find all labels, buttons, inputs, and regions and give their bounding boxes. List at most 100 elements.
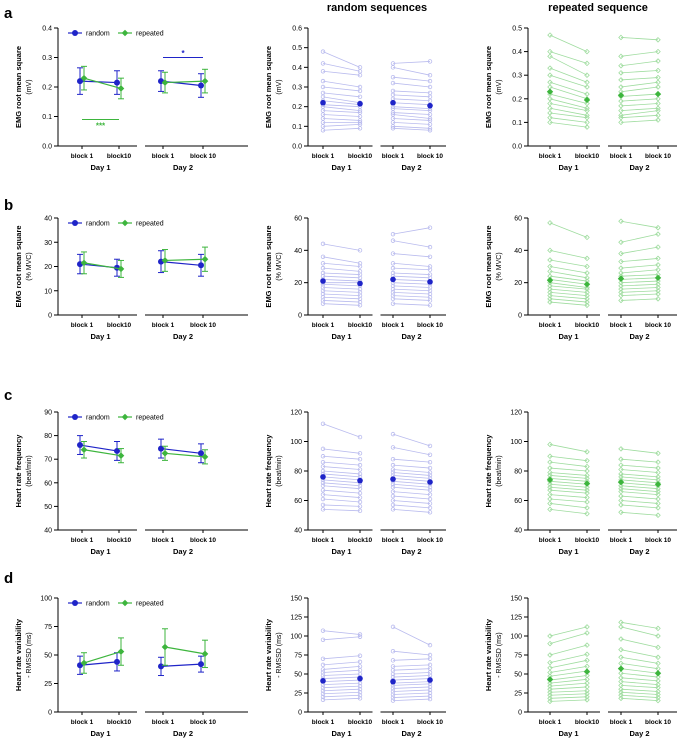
row-d-random-subject-4-line-1 xyxy=(392,668,431,671)
row-d-summary-legend-random-label: random xyxy=(86,601,110,608)
row-b-repeated-subject-7-line-0 xyxy=(549,282,588,288)
row-c-random-subject-1-point-1 xyxy=(357,451,363,456)
row-b-repeated-subject-11-point-1 xyxy=(584,296,590,302)
row-c-repeated-subject-9-point-1 xyxy=(584,487,590,493)
row-a-random-subject-12-line-0 xyxy=(322,118,361,121)
row-c-summary-repeated-point-1 xyxy=(117,452,125,459)
row-a-repeated-subject-3-line-1 xyxy=(620,70,659,74)
row-c-repeated-subject-10-line-0 xyxy=(549,489,588,494)
row-c-random-subject-9-point-0 xyxy=(320,480,326,485)
row-d-repeated-subject-2-point-2 xyxy=(618,636,624,642)
row-b-repeated-subject-8-point-0 xyxy=(547,283,553,289)
row-d-random-subject-11-point-0 xyxy=(320,688,326,693)
row-a-summary-random-point-1 xyxy=(114,79,120,86)
row-b-repeated-subject-9-line-0 xyxy=(549,288,588,293)
row-d-repeated-subject-10-point-1 xyxy=(584,684,590,690)
row-d-random-subject-14-point-0 xyxy=(320,697,326,703)
row-d-repeated-subject-10-point-0 xyxy=(547,686,553,692)
row-d-repeated-subject-12-line-1 xyxy=(620,691,659,695)
row-c-random-subject-9-line-0 xyxy=(322,482,361,487)
row-a-random-subject-15-point-3 xyxy=(427,128,433,133)
row-c-random-subject-2-point-3 xyxy=(427,459,433,465)
row-d-random-subject-14-line-1 xyxy=(392,698,431,701)
row-d-random-subject-3-point-1 xyxy=(357,659,363,665)
row-a-repeated-y-tick-label-5: 0.5 xyxy=(512,26,522,33)
row-c-random-subject-5-point-1 xyxy=(357,471,363,477)
row-b-repeated-x-tick-label-1: block10 xyxy=(575,322,600,329)
charts-layer: 0.0 0.1 0.2 0.3 0.4 block 1 block10 block 1 bloc… xyxy=(14,26,677,738)
row-b-random-subject-4-line-1 xyxy=(392,267,431,271)
row-d-summary-y-tick-label-3: 75 xyxy=(44,624,52,631)
row-c-summary-random-point-1 xyxy=(114,447,120,454)
row-b-repeated-subject-13-line-0 xyxy=(549,301,588,306)
row-b-repeated-y-tick-label-1: 20 xyxy=(514,280,522,287)
row-d-summary-y-tick-label-4: 100 xyxy=(40,596,52,603)
row-b-random-subject-4-line-0 xyxy=(322,272,361,275)
row-a-summary-random-line-1 xyxy=(160,80,202,87)
row-d-repeated-subject-2-point-0 xyxy=(547,652,553,658)
row-d-random-subject-2-point-0 xyxy=(320,656,326,661)
row-d-repeated-subject-5-point-0 xyxy=(547,669,553,676)
row-b-repeated-subject-10-point-3 xyxy=(655,284,661,291)
row-c-summary-random-line-1 xyxy=(160,447,202,454)
row-c-repeated-subject-4-point-1 xyxy=(584,472,590,479)
row-b-repeated-ylabel: EMG root mean square xyxy=(484,225,493,307)
row-b-random-subject-0-line-0 xyxy=(322,243,361,251)
row-c-random-subject-1-line-0 xyxy=(322,448,361,454)
row-a-repeated-subject-4-line-0 xyxy=(549,74,588,88)
row-c-repeated-subject-4-point-2 xyxy=(618,471,624,477)
row-a-repeated-mean-point-2 xyxy=(617,92,625,99)
row-b-random-subject-13-line-0 xyxy=(322,300,361,303)
row-a-random-y-tick-label-6: 0.6 xyxy=(292,26,302,33)
row-a-repeated-subject-5-line-1 xyxy=(620,81,659,88)
row-a-random-mean-point-1 xyxy=(357,100,363,107)
row-d-random-subject-2-point-1 xyxy=(357,653,363,658)
row-b-repeated-subject-4-line-1 xyxy=(620,264,659,269)
row-c-repeated-subject-0-line-1 xyxy=(620,448,659,454)
row-d-repeated-ylabel-unit: - RMSSD (ms) xyxy=(496,632,503,678)
row-c-repeated-y-tick-label-1: 60 xyxy=(514,498,522,505)
row-a-repeated-subject-2-point-0 xyxy=(547,53,553,60)
row-d-random-subject-14-line-0 xyxy=(322,697,361,701)
row-c-repeated-subject-9-line-0 xyxy=(549,486,588,491)
row-d-random-subject-14-point-2 xyxy=(390,698,396,703)
row-b-random-day2-label: Day 2 xyxy=(401,332,421,341)
row-a-random-subject-9-line-1 xyxy=(392,108,431,111)
row-c-summary-legend-random-label: random xyxy=(86,415,110,422)
row-a-random-y-tick-label-3: 0.3 xyxy=(292,85,302,92)
row-c-repeated-y-tick-label-2: 80 xyxy=(514,469,522,476)
row-b-random-subject-1-line-0 xyxy=(322,256,361,264)
row-d-summary-ylabel: Heart rate variability xyxy=(14,618,23,691)
row-a-summary-annotation-text-0: *** xyxy=(96,121,106,130)
row-b-summary-repeated-point-1 xyxy=(117,265,125,273)
row-b-summary-y-tick-label-2: 20 xyxy=(44,264,52,271)
row-b-repeated-subject-9-point-2 xyxy=(618,283,624,289)
row-d-summary-repeated-line-1 xyxy=(164,646,206,655)
row-d-random-mean-point-0 xyxy=(320,678,326,684)
row-b-summary-legend-repeated-label: repeated xyxy=(136,221,164,228)
row-d-random-subject-0-point-2 xyxy=(390,624,396,630)
column-title-random: random sequences xyxy=(327,2,427,14)
row-d-repeated-subject-3-point-2 xyxy=(618,646,624,653)
row-c-repeated-subject-6-line-1 xyxy=(620,479,659,484)
row-a-random-subject-5-line-0 xyxy=(322,92,361,98)
row-c-random-subject-3-point-3 xyxy=(427,465,433,471)
row-d-random-subject-0-point-1 xyxy=(357,632,363,637)
row-d-random-subject-10-line-0 xyxy=(322,685,361,689)
row-a-repeated-subject-2-line-1 xyxy=(620,60,659,67)
row-d-repeated-subject-7-point-1 xyxy=(584,672,590,679)
row-c-repeated-y-tick-label-0: 40 xyxy=(514,528,522,535)
row-c-summary-repeated-line-1 xyxy=(164,452,206,458)
row-a-summary-ylabel-unit: (mV) xyxy=(26,79,33,94)
row-a-random-subject-1-line-1 xyxy=(392,66,431,76)
row-d-repeated-y-tick-label-6: 150 xyxy=(510,596,522,603)
row-d-random-ylabel: Heart rate variability xyxy=(264,618,273,691)
row-a-random-subject-1-point-2 xyxy=(390,65,396,70)
row-b-repeated-subject-1-point-0 xyxy=(547,247,553,254)
row-b-random-subject-8-line-1 xyxy=(392,282,431,285)
row-c-repeated-subject-4-point-3 xyxy=(655,474,661,480)
row-a-random-subject-15-point-1 xyxy=(357,126,363,131)
row-d-random-subject-12-point-0 xyxy=(320,691,326,696)
row-d-repeated-subject-11-point-1 xyxy=(584,687,590,694)
